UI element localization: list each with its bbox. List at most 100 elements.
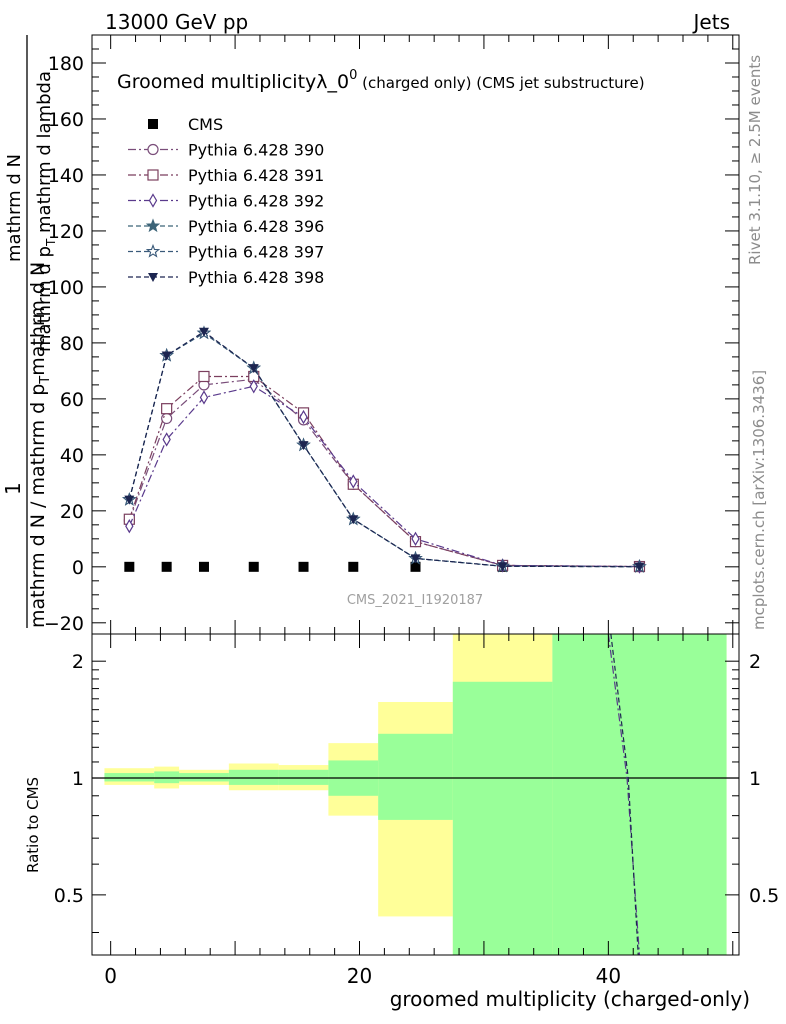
- ylabel-one: 1: [1, 482, 25, 495]
- ratio-y-tick-label-right: 0.5: [749, 885, 779, 907]
- data-point: [349, 474, 358, 489]
- main-title-rest: (charged only) (CMS jet substructure): [357, 74, 644, 92]
- legend-marker: [148, 273, 158, 282]
- data-point: [248, 561, 259, 572]
- data-point: [348, 515, 359, 525]
- legend-marker: [147, 169, 159, 181]
- legend-marker: [145, 243, 161, 258]
- ylabel-mid-sub: T: [38, 376, 53, 385]
- data-point: [161, 351, 172, 361]
- main-y-tick-label: 180: [48, 53, 84, 75]
- uncertainty-band-inner: [228, 769, 279, 785]
- legend-entry: Pythia 6.428 398: [128, 268, 324, 287]
- data-point: [124, 495, 135, 505]
- main-y-tick-label: 160: [48, 109, 84, 131]
- uncertainty-band-inner: [154, 771, 180, 784]
- uncertainty-band-inner: [452, 681, 553, 955]
- data-point: [348, 561, 359, 572]
- ylabel-den-sub: T: [44, 238, 58, 247]
- main-y-tick-label: 120: [48, 221, 84, 243]
- series-pythia-6-428-398: [124, 327, 645, 572]
- legend-entry: Pythia 6.428 391: [128, 166, 324, 185]
- main-y-axis: −20 0 20 40 60 80 100 120 140 160 180: [44, 34, 739, 635]
- data-point: [411, 531, 420, 547]
- uncertainty-band-inner: [179, 773, 229, 782]
- series-pythia-6-428-392: [125, 379, 644, 574]
- data-point: [161, 561, 172, 572]
- ratio-axes: 0.5 0.51 12 20 20 40: [54, 634, 779, 988]
- main-y-tick-label: 100: [48, 277, 84, 299]
- ylabel-den-b: mathrm d lambda: [34, 71, 55, 239]
- series-pythia-6-428-397: [122, 325, 647, 573]
- legend: CMS Pythia 6.428 390 Pythia 6.428 391 Pythi…: [128, 115, 324, 287]
- legend-entry: Pythia 6.428 390: [128, 141, 324, 160]
- ratio-series-line: [607, 633, 641, 956]
- main-plot-content: [122, 325, 647, 574]
- main-y-tick-label: 0: [72, 557, 84, 579]
- main-y-tick-label: −20: [44, 613, 84, 635]
- series-line: [128, 330, 640, 568]
- data-point: [198, 370, 210, 383]
- analysis-watermark: CMS_2021_I1920187: [347, 593, 483, 608]
- uncertainty-band-inner: [278, 769, 329, 785]
- data-point: [410, 554, 421, 564]
- uncertainty-band-inner: [378, 733, 453, 820]
- data-point: [410, 561, 421, 572]
- side-rivet-text: Rivet 3.1.10, ≥ 2.5M events: [746, 55, 764, 265]
- ratio-x-tick-label: 0: [104, 964, 117, 988]
- ratio-x-tick-label: 20: [347, 964, 372, 988]
- ylabel-num-a: mathrm d: [4, 173, 25, 262]
- legend-marker: [148, 119, 158, 129]
- data-point: [299, 409, 308, 425]
- main-title: Groomed multiplicityλ_00 (charged only) …: [117, 68, 645, 93]
- series-line: [128, 332, 640, 568]
- data-point: [298, 561, 309, 572]
- header-tag: Jets: [692, 10, 730, 34]
- data-point: [198, 327, 209, 337]
- ratio-series-line: [610, 633, 639, 956]
- data-point: [161, 403, 173, 415]
- ratio-plot-content: [92, 633, 739, 956]
- legend-label: CMS: [188, 115, 223, 134]
- data-point: [248, 364, 259, 374]
- ylabel-den-a: mathrm d p: [34, 246, 55, 352]
- main-y-tick-label: 60: [60, 389, 84, 411]
- ylabel-mid-a: mathrm d N / mathrm d p: [27, 384, 49, 628]
- ratio-x-tick-label: 40: [596, 964, 621, 988]
- legend-entry: Pythia 6.428 397: [128, 243, 324, 262]
- ratio-x-label: groomed multiplicity (charged-only): [390, 987, 750, 1011]
- series-pythia-6-428-396: [122, 325, 647, 573]
- ratio-y-label: Ratio to CMS: [24, 777, 42, 873]
- ylabel-mid-text: mathrm d N / mathrm d pTmathrm d N: [27, 262, 53, 628]
- main-y-axis-label: 1 mathrm d N / mathrm d pTmathrm d N mat…: [1, 35, 58, 628]
- legend-label: Pythia 6.428 392: [188, 192, 324, 211]
- data-point: [497, 562, 508, 572]
- main-y-tick-label: 40: [60, 445, 84, 467]
- data-point: [198, 561, 209, 572]
- main-title-sup: 0: [349, 68, 357, 83]
- ylabel-den-text: mathrm d pT mathrm d lambda: [34, 71, 58, 352]
- legend-label: Pythia 6.428 396: [188, 217, 324, 236]
- data-point: [125, 519, 134, 534]
- uncertainty-band-inner: [552, 634, 727, 955]
- data-point: [249, 379, 258, 394]
- ylabel-mid-b: mathrm d N: [27, 262, 49, 376]
- ratio-y-tick-label: 2: [72, 651, 84, 673]
- data-point: [199, 390, 209, 405]
- legend-entry: Pythia 6.428 392: [128, 192, 324, 211]
- data-point: [161, 412, 173, 425]
- ratio-y-tick-label: 1: [72, 768, 84, 790]
- main-y-tick-label: 80: [60, 333, 84, 355]
- series-line: [128, 332, 640, 568]
- legend-label: Pythia 6.428 397: [188, 243, 324, 262]
- ylabel-num-text: mathrm d N: [4, 154, 25, 262]
- uncertainty-band-inner: [104, 773, 155, 782]
- main-plot: −20 0 20 40 60 80 100 120 140 160 180 Groomed mult…: [44, 34, 740, 635]
- ratio-y-tick-label: 0.5: [54, 885, 84, 907]
- main-y-tick-label: 20: [60, 501, 84, 523]
- header-energy: 13000 GeV pp: [105, 10, 248, 34]
- ratio-plot: 0.5 0.51 12 20 20 40 Ratio to CMS groomed mul…: [24, 633, 779, 1011]
- legend-label: Pythia 6.428 398: [188, 268, 324, 287]
- legend-marker: [148, 193, 158, 208]
